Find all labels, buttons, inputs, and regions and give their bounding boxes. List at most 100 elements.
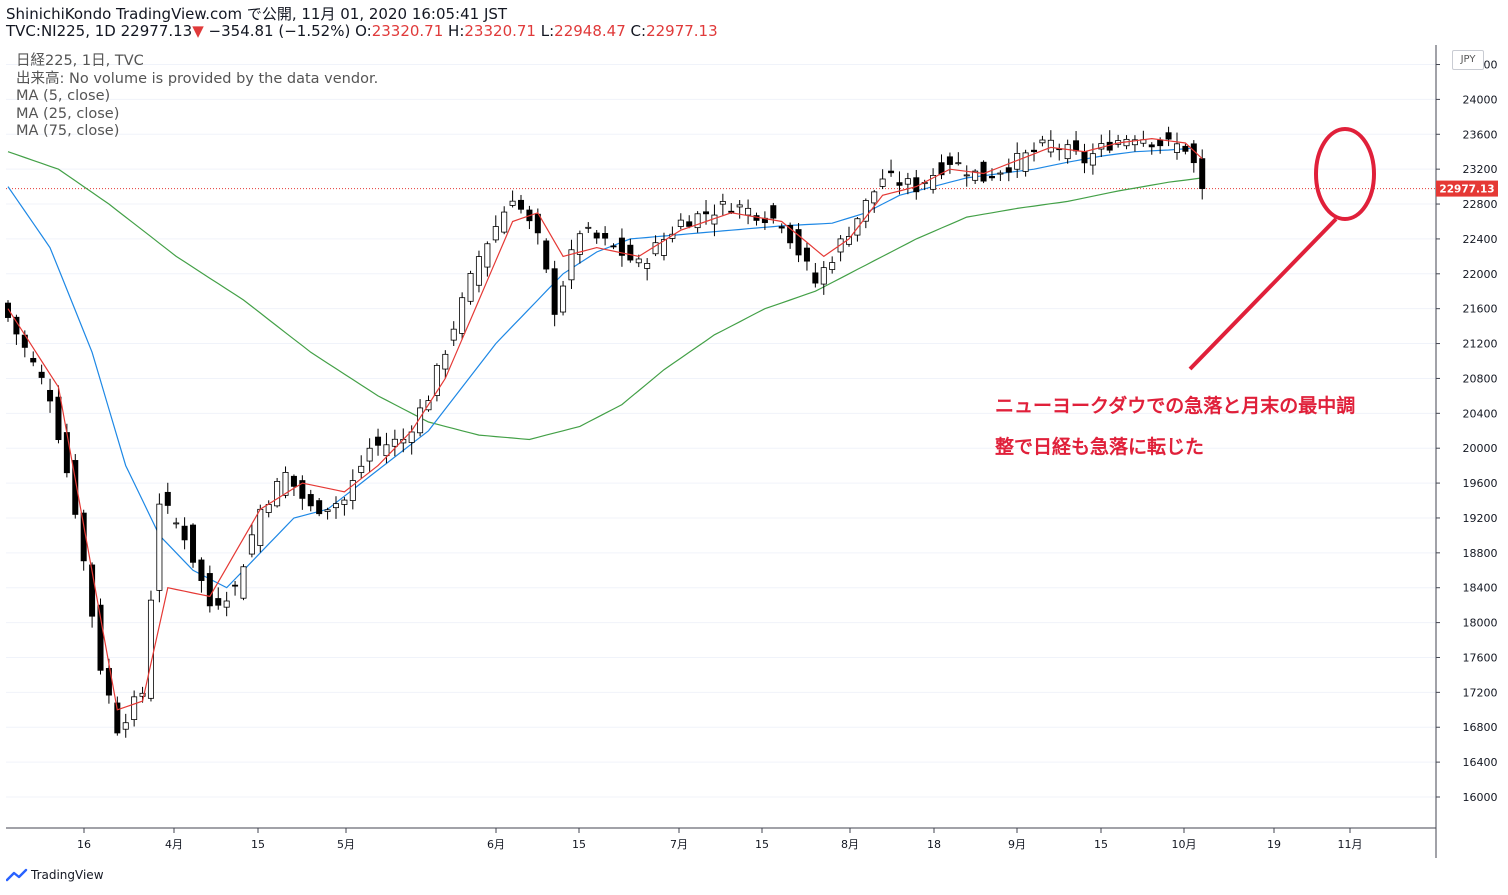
candle-down (5, 302, 11, 318)
symbol-ohlc-line: TVC:NI225, 1D 22977.13▼ −354.81 (−1.52%)… (6, 22, 718, 40)
legend-title[interactable]: 日経225, 1日, TVC (16, 53, 144, 69)
candle-down (980, 161, 987, 182)
candle-up (240, 566, 247, 599)
candle-up (475, 256, 482, 286)
candle-down (703, 211, 710, 215)
candle-down (290, 475, 297, 487)
low-value: 22948.47 (554, 22, 626, 40)
x-tick-label: 4月 (165, 838, 183, 851)
symbol-label: TVC:NI225, 1D (6, 22, 116, 40)
y-tick-label: 21600 (1463, 303, 1498, 316)
x-tick-label: 18 (927, 838, 941, 851)
candle-up (467, 273, 474, 302)
tradingview-brand: TradingView (31, 868, 104, 882)
candle-up (1039, 139, 1046, 144)
annotation-arrow-line (1188, 217, 1338, 371)
y-tick-label: 24000 (1463, 93, 1498, 106)
currency-badge[interactable]: JPY (1452, 50, 1484, 70)
candle-down (778, 226, 785, 229)
price-change: −354.81 (−1.52%) (208, 22, 351, 40)
candle-down (232, 584, 239, 587)
candle-down (518, 199, 525, 210)
candle-down (888, 170, 895, 174)
y-tick-label: 22400 (1463, 233, 1498, 246)
legend-ma75[interactable]: MA (75, close) (16, 123, 120, 139)
candle-down (1148, 144, 1155, 148)
candle-up (635, 258, 642, 264)
candle-down (30, 357, 37, 363)
legend-volume[interactable]: 出来高: No volume is provided by the data v… (16, 70, 379, 87)
candle-up (904, 178, 911, 185)
candle-up (1173, 143, 1180, 153)
candle-down (602, 233, 609, 239)
y-tick-label: 17200 (1463, 686, 1498, 699)
candle-down (812, 272, 819, 284)
candle-up (442, 353, 449, 370)
highlight-circle (1314, 127, 1376, 221)
tradingview-logo[interactable]: TradingView (6, 868, 104, 882)
candle-down (38, 371, 45, 378)
x-tick-label: 11月 (1338, 838, 1363, 851)
candle-up (417, 407, 424, 434)
candle-up (1047, 139, 1054, 153)
candle-down (1199, 158, 1206, 189)
candle-down (1005, 167, 1012, 173)
candle-up (677, 219, 684, 227)
candle-down (375, 436, 382, 446)
y-tick-label: 22800 (1463, 198, 1498, 211)
y-tick-label: 18800 (1463, 547, 1498, 560)
candle-up (274, 481, 281, 507)
candle-down (787, 224, 794, 244)
candle-down (803, 247, 810, 262)
candle-down (105, 668, 112, 696)
indicator-legend: 日経225, 1日, TVC 出来高: No volume is provide… (16, 53, 378, 141)
candle-up (955, 162, 962, 165)
candle-down (795, 229, 802, 256)
candle-down (534, 213, 541, 234)
open-value: 23320.71 (371, 22, 444, 40)
y-tick-label: 21200 (1463, 338, 1498, 351)
candle-up (501, 211, 508, 233)
candle-up (652, 242, 659, 255)
candle-down (316, 500, 323, 515)
candle-down (988, 175, 995, 179)
legend-ma25[interactable]: MA (25, close) (16, 105, 120, 122)
x-tick-label: 16 (77, 838, 91, 851)
x-tick-label: 15 (755, 838, 769, 851)
candle-down (114, 702, 121, 734)
candle-up (248, 534, 255, 555)
candle-down (610, 245, 617, 248)
candle-down (686, 221, 693, 227)
annotation-line-1: ニューヨークダウでの急落と月末の最中調 (995, 395, 1356, 417)
ma5-line-group (7, 137, 1203, 711)
candle-down (190, 524, 197, 563)
candle-up (1064, 144, 1071, 160)
legend-ma5[interactable]: MA (5, close) (16, 88, 111, 104)
candle-up (408, 431, 415, 443)
x-tick-label: 15 (1094, 838, 1108, 851)
candle-up (450, 328, 457, 341)
last-price-tag-bg (1436, 180, 1498, 197)
candle-down (164, 491, 171, 506)
candle-up (736, 204, 743, 208)
ma25-line (7, 147, 1194, 589)
close-value: 22977.13 (646, 22, 718, 40)
candle-down (770, 205, 777, 219)
candle-down (1073, 140, 1080, 152)
ma25-line-group (7, 147, 1194, 589)
ma5-line (7, 137, 1203, 711)
candle-down (1031, 149, 1038, 153)
candle-up (829, 262, 836, 270)
candle-up (694, 213, 701, 229)
candle-up (349, 480, 356, 501)
candle-up (332, 503, 339, 509)
candle-down (627, 244, 634, 261)
candle-up (147, 599, 154, 699)
last-price-tag: 22977.13 (1436, 180, 1498, 197)
candle-down (938, 162, 945, 176)
candle-down (728, 210, 735, 213)
candle-up (1131, 139, 1138, 146)
candle-up (1089, 153, 1096, 166)
candle-up (719, 201, 726, 205)
